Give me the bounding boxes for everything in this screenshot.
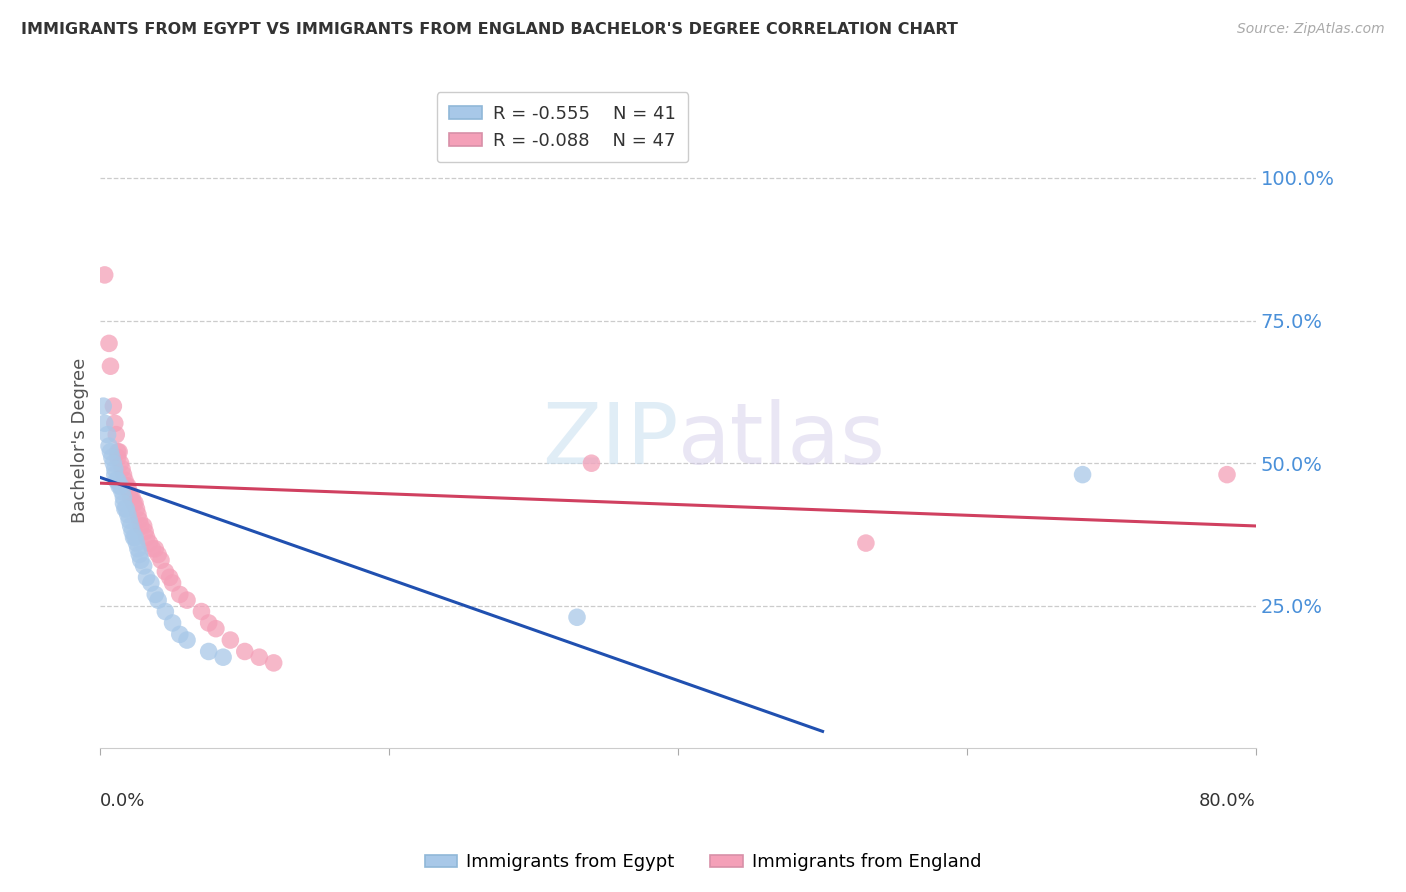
Point bbox=[127, 508, 149, 522]
Point bbox=[101, 450, 124, 465]
Point bbox=[127, 541, 149, 556]
Point bbox=[121, 524, 143, 539]
Point bbox=[129, 519, 152, 533]
Point bbox=[129, 553, 152, 567]
Point bbox=[135, 530, 157, 544]
Point bbox=[233, 644, 256, 658]
Point bbox=[121, 491, 143, 505]
Point bbox=[91, 399, 114, 413]
Point bbox=[98, 439, 121, 453]
Point bbox=[111, 462, 134, 476]
Legend: R = -0.555    N = 41, R = -0.088    N = 47: R = -0.555 N = 41, R = -0.088 N = 47 bbox=[437, 92, 689, 162]
Point bbox=[565, 610, 588, 624]
Point bbox=[104, 417, 127, 431]
Point bbox=[197, 615, 219, 630]
Point bbox=[108, 444, 131, 458]
Point bbox=[155, 605, 177, 619]
Point bbox=[104, 462, 127, 476]
Text: Source: ZipAtlas.com: Source: ZipAtlas.com bbox=[1237, 22, 1385, 37]
Point bbox=[162, 576, 184, 591]
Point bbox=[120, 519, 142, 533]
Point bbox=[263, 656, 285, 670]
Point bbox=[197, 644, 219, 658]
Point bbox=[112, 467, 135, 482]
Text: atlas: atlas bbox=[678, 399, 886, 482]
Point bbox=[143, 587, 166, 601]
Point bbox=[93, 268, 115, 282]
Point bbox=[120, 491, 142, 505]
Point bbox=[1216, 467, 1239, 482]
Point bbox=[107, 473, 129, 487]
Point bbox=[110, 456, 132, 470]
Point bbox=[110, 479, 132, 493]
Point bbox=[205, 622, 228, 636]
Point bbox=[115, 479, 138, 493]
Point bbox=[105, 427, 128, 442]
Point bbox=[111, 484, 134, 499]
Point bbox=[118, 513, 141, 527]
Point bbox=[146, 593, 169, 607]
Point bbox=[93, 417, 115, 431]
Point bbox=[100, 359, 122, 374]
Point bbox=[141, 541, 163, 556]
Text: 0.0%: 0.0% bbox=[100, 791, 146, 810]
Point bbox=[98, 336, 121, 351]
Point bbox=[155, 565, 177, 579]
Point bbox=[1071, 467, 1094, 482]
Text: IMMIGRANTS FROM EGYPT VS IMMIGRANTS FROM ENGLAND BACHELOR'S DEGREE CORRELATION C: IMMIGRANTS FROM EGYPT VS IMMIGRANTS FROM… bbox=[21, 22, 957, 37]
Point bbox=[124, 496, 146, 510]
Point bbox=[122, 530, 145, 544]
Point bbox=[212, 650, 235, 665]
Point bbox=[132, 558, 155, 573]
Point bbox=[108, 479, 131, 493]
Point bbox=[103, 399, 125, 413]
Point bbox=[103, 456, 125, 470]
Point bbox=[128, 513, 150, 527]
Point bbox=[115, 501, 138, 516]
Point bbox=[138, 536, 160, 550]
Point bbox=[105, 473, 128, 487]
Point bbox=[114, 473, 136, 487]
Point bbox=[112, 496, 135, 510]
Point bbox=[117, 508, 139, 522]
Text: 80.0%: 80.0% bbox=[1199, 791, 1256, 810]
Point bbox=[219, 633, 242, 648]
Point bbox=[114, 501, 136, 516]
Y-axis label: Bachelor's Degree: Bachelor's Degree bbox=[72, 358, 89, 523]
Text: ZIP: ZIP bbox=[541, 399, 678, 482]
Point bbox=[107, 450, 129, 465]
Point bbox=[124, 530, 146, 544]
Point bbox=[134, 524, 156, 539]
Point bbox=[132, 519, 155, 533]
Point bbox=[176, 633, 198, 648]
Point bbox=[100, 444, 122, 458]
Point bbox=[169, 587, 191, 601]
Point bbox=[162, 615, 184, 630]
Point bbox=[117, 479, 139, 493]
Point bbox=[128, 548, 150, 562]
Point bbox=[169, 627, 191, 641]
Point bbox=[112, 491, 135, 505]
Point bbox=[146, 548, 169, 562]
Point bbox=[122, 496, 145, 510]
Point bbox=[139, 576, 162, 591]
Point bbox=[247, 650, 270, 665]
Point bbox=[581, 456, 603, 470]
Point bbox=[176, 593, 198, 607]
Point bbox=[135, 570, 157, 584]
Point bbox=[159, 570, 181, 584]
Point bbox=[118, 484, 141, 499]
Legend: Immigrants from Egypt, Immigrants from England: Immigrants from Egypt, Immigrants from E… bbox=[418, 847, 988, 879]
Point bbox=[104, 467, 127, 482]
Point bbox=[125, 536, 148, 550]
Point bbox=[190, 605, 212, 619]
Point bbox=[125, 501, 148, 516]
Point bbox=[855, 536, 877, 550]
Point bbox=[143, 541, 166, 556]
Point bbox=[107, 444, 129, 458]
Point bbox=[97, 427, 120, 442]
Point bbox=[150, 553, 173, 567]
